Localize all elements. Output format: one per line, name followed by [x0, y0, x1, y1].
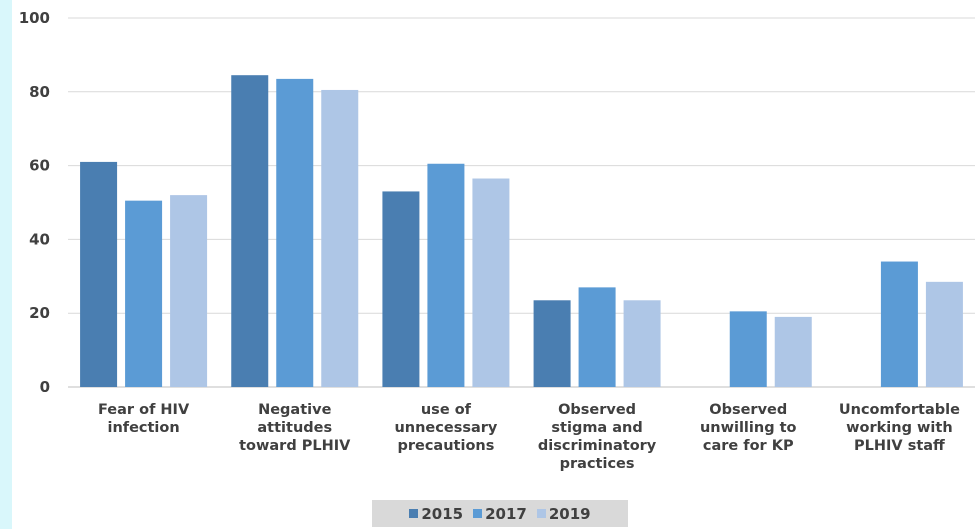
y-tick-label: 100	[19, 9, 50, 27]
x-tick-label-line: working with	[846, 420, 953, 436]
bar-2019-category-6	[925, 281, 963, 387]
bar-2019-category-1	[170, 195, 208, 387]
y-tick-label: 0	[40, 378, 50, 396]
x-tick-label: Fear of HIV infection	[98, 402, 190, 436]
legend-label: 2015	[421, 504, 464, 523]
x-tick-label: Observed stigma and discriminatory practice…	[538, 402, 657, 472]
x-tick-label-line: discriminatory	[538, 438, 657, 454]
bar-2015-category-3	[382, 191, 420, 387]
bar-2019-category-3	[472, 178, 510, 387]
legend-swatch	[409, 509, 419, 518]
x-tick-label: use of unnecessary precautions	[394, 402, 497, 454]
x-tick-label-line: use of	[421, 402, 472, 418]
x-tick-label-line: precautions	[397, 438, 494, 454]
x-tick-label-line: Negative	[258, 402, 331, 418]
y-tick-label: 60	[29, 157, 50, 175]
x-tick-label-line: Fear of HIV	[98, 402, 190, 418]
bar-2017-category-1	[125, 200, 163, 387]
legend-item-2019: 2019	[536, 504, 591, 523]
bar-2015-category-1	[80, 161, 118, 387]
x-tick-label-line: Observed	[709, 402, 787, 418]
bar-2015-category-4	[533, 300, 571, 387]
chart-legend: 2015 2017 2019	[372, 500, 628, 527]
y-tick-label: 20	[29, 304, 50, 322]
bar-2017-category-5	[729, 311, 767, 387]
bar-2019-category-2	[321, 89, 359, 387]
left-edge-strip	[0, 0, 12, 529]
x-tick-label: Observed unwilling to care for KP	[700, 402, 797, 454]
x-tick-label-line: care for KP	[703, 438, 794, 454]
x-tick-label-line: unwilling to	[700, 420, 797, 436]
x-tick-label-line: infection	[107, 420, 179, 436]
legend-label: 2017	[485, 504, 527, 523]
x-tick-label-line: Observed	[558, 402, 636, 418]
legend-swatch	[536, 509, 546, 518]
bar-2017-category-6	[880, 261, 918, 387]
bar-2017-category-4	[578, 287, 616, 387]
x-tick-label: Negative attitudes toward PLHIV	[239, 402, 351, 454]
x-tick-label-line: attitudes	[257, 420, 332, 436]
legend-label: 2019	[548, 504, 591, 523]
bar-2019-category-5	[774, 316, 812, 387]
y-tick-label: 40	[29, 230, 50, 248]
x-tick-label-line: PLHIV staff	[854, 438, 945, 454]
x-tick-label-line: practices	[560, 456, 635, 472]
legend-item-2015: 2015	[409, 505, 463, 523]
y-tick-label: 80	[29, 83, 50, 101]
bar-2017-category-2	[276, 78, 314, 387]
x-tick-label: Uncomfortable working with PLHIV staff	[839, 402, 960, 454]
x-tick-label-line: unnecessary	[394, 420, 497, 436]
bar-2019-category-4	[623, 300, 661, 387]
x-tick-label-line: stigma and	[551, 420, 642, 436]
bar-2015-category-2	[231, 75, 269, 387]
bar-2017-category-3	[427, 163, 465, 387]
x-tick-label-line: toward PLHIV	[239, 438, 351, 454]
x-tick-label-line: Uncomfortable	[839, 402, 960, 418]
legend-item-2017: 2017	[473, 505, 527, 523]
legend-swatch	[473, 509, 483, 518]
